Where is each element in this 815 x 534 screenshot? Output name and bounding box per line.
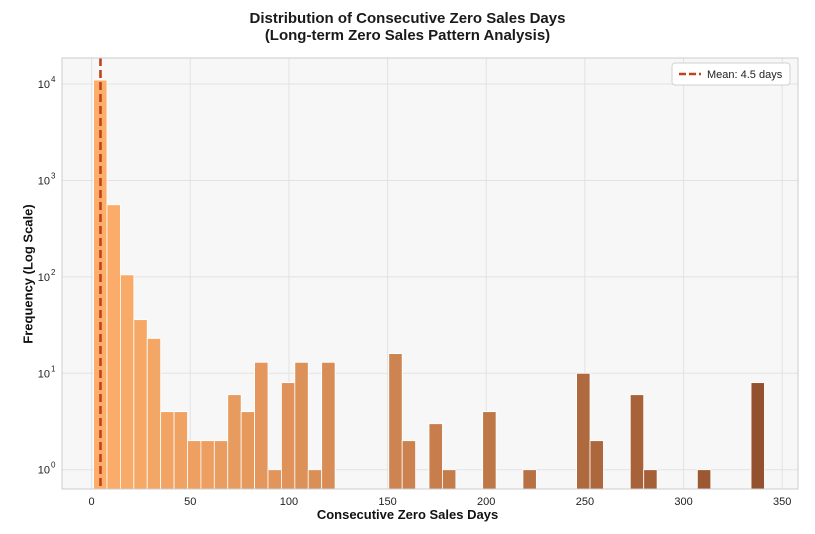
histogram-bar: [187, 440, 202, 490]
x-tick-label: 350: [773, 496, 791, 508]
histogram-bar: [240, 411, 255, 490]
histogram-bar: [133, 319, 148, 490]
histogram-bar: [629, 394, 645, 490]
histogram-bar: [213, 440, 229, 490]
plot-frame: [61, 57, 799, 490]
y-tick-label-exponent: 3: [51, 171, 56, 180]
y-axis-title: Frequency (Log Scale): [20, 204, 36, 344]
y-tick-label-base: 10: [38, 368, 50, 380]
y-tick-label-base: 10: [38, 79, 50, 91]
legend-box: [671, 62, 791, 86]
histogram-bar: [522, 469, 537, 490]
histogram-bar: [750, 382, 765, 490]
y-tick-label-exponent: 1: [51, 364, 56, 373]
histogram-bar: [307, 469, 323, 490]
histogram-bar: [589, 440, 604, 490]
histogram-bar: [267, 469, 282, 490]
x-tick-label: 50: [184, 496, 196, 508]
histogram-bar: [428, 423, 443, 490]
y-tick-label-exponent: 4: [51, 75, 56, 84]
x-tick-label: 250: [576, 496, 594, 508]
histogram-bar: [173, 411, 188, 490]
x-tick-label: 300: [674, 496, 692, 508]
histogram-bar: [254, 361, 269, 490]
x-tick-label: 200: [477, 496, 495, 508]
histogram-bar: [200, 440, 215, 490]
y-tick-label-exponent: 0: [51, 461, 56, 470]
x-tick-label: 150: [378, 496, 396, 508]
histogram-bar: [120, 274, 135, 490]
histogram-bar: [294, 361, 309, 490]
y-tick-label-base: 10: [38, 175, 50, 187]
y-tick-label-base: 10: [38, 272, 50, 284]
histogram-bar: [388, 353, 403, 490]
histogram-bar: [576, 372, 591, 490]
histogram-bar: [696, 469, 712, 490]
histogram-bar: [146, 338, 162, 490]
y-tick-label-base: 10: [38, 465, 50, 477]
x-axis-title: Consecutive Zero Sales Days: [316, 507, 499, 522]
chart-title-line-2: (Long-term Zero Sales Pattern Analysis): [264, 27, 551, 44]
x-tick-label: 0: [89, 496, 95, 508]
chart-title-line-1: Distribution of Consecutive Zero Sales D…: [249, 10, 566, 27]
histogram-bar: [321, 361, 336, 490]
histogram-bar: [281, 382, 296, 490]
histogram-bar: [442, 469, 457, 490]
histogram-bar: [401, 440, 416, 490]
legend-mean-label: Mean: 4.5 days: [707, 69, 783, 81]
histogram-bar: [482, 411, 497, 490]
y-tick-label-exponent: 2: [51, 268, 56, 277]
histogram-bar: [160, 411, 175, 490]
histogram-bar: [93, 79, 108, 490]
x-tick-label: 100: [280, 496, 298, 508]
histogram-bar: [227, 394, 242, 490]
histogram-bar: [106, 204, 121, 490]
histogram-bar: [643, 469, 658, 490]
